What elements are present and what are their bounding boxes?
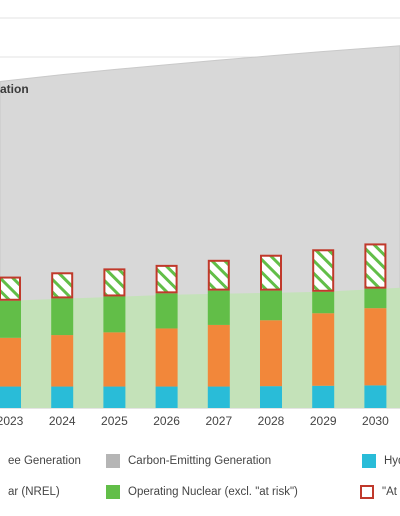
bar-at-risk [103,268,126,297]
bar-nuclear [312,291,335,314]
bar-solar [103,332,126,387]
area-carbon-free [0,287,400,408]
legend-swatch-nuclear [106,485,120,499]
bar-nuclear [260,290,282,321]
bar-at-risk [0,276,21,301]
bar-hydro [155,386,178,408]
chart: 2023 2024 2025 2026 2027 2028 2029 2030 ation [0,17,400,428]
legend-label-nuclear: Operating Nuclear (excl. "at risk") [128,486,298,498]
x-tick-label: 2029 [310,414,337,428]
bar-hydro [364,385,387,408]
bar-nuclear [103,296,126,333]
bar-at-risk [260,254,282,291]
bar-nuclear [207,290,230,325]
legend-item-nuclear: Operating Nuclear (excl. "at risk") [106,485,298,499]
bar-nuclear [0,300,21,338]
bar-at-risk [207,259,230,291]
x-tick-label: 2028 [258,414,285,428]
bar-nuclear [364,288,387,309]
x-tick-label: 2030 [362,414,389,428]
bar-at-risk [364,243,387,289]
legend-label-carbon-free: ee Generation [8,455,81,467]
bar-hydro [103,386,126,408]
area-layer [0,45,400,409]
bar-solar [155,328,178,387]
bar-solar [364,308,387,386]
legend-swatch-at-risk [360,485,374,499]
legend-label-carbon-emitting: Carbon-Emitting Generation [128,455,272,467]
bar-solar [207,324,230,387]
x-axis-ticks: 2023 2024 2025 2026 2027 2028 2029 2030 [0,414,389,428]
legend-item-hydro: Hyd [362,454,400,468]
bar-nuclear [155,293,178,329]
x-tick-label: 2024 [49,414,76,428]
legend-label-solar: ar (NREL) [8,486,60,498]
bar-at-risk [155,264,178,294]
bar-hydro [51,386,74,408]
bar-hydro [207,386,230,408]
x-tick-label: 2026 [153,414,180,428]
bar-nuclear [51,298,74,336]
legend-item-carbon-free: ee Generation [0,454,81,468]
bar-hydro [260,386,282,408]
x-tick-label: 2027 [205,414,232,428]
bar-solar [260,320,282,387]
bar-hydro [0,386,21,408]
bar-at-risk [51,272,74,299]
x-tick-label: 2025 [101,414,128,428]
chart-title-fragment: ation [0,82,29,96]
bar-hydro [312,385,335,408]
bar-layer [0,243,387,408]
legend-item-solar: ar (NREL) [0,485,60,499]
bar-solar [0,337,21,387]
bar-solar [51,335,74,387]
bar-solar [312,313,335,386]
legend-item-carbon-emitting: Carbon-Emitting Generation [106,454,271,468]
legend-swatch-carbon-emitting [106,454,120,468]
legend-item-at-risk: "At [360,485,397,499]
legend-label-hydro: Hyd [384,455,400,467]
bar-at-risk [312,249,335,292]
legend-swatch-hydro [362,454,376,468]
legend-label-at-risk: "At [382,486,397,498]
x-tick-label: 2023 [0,414,24,428]
legend: ee Generation Carbon-Emitting Generation… [0,448,400,516]
